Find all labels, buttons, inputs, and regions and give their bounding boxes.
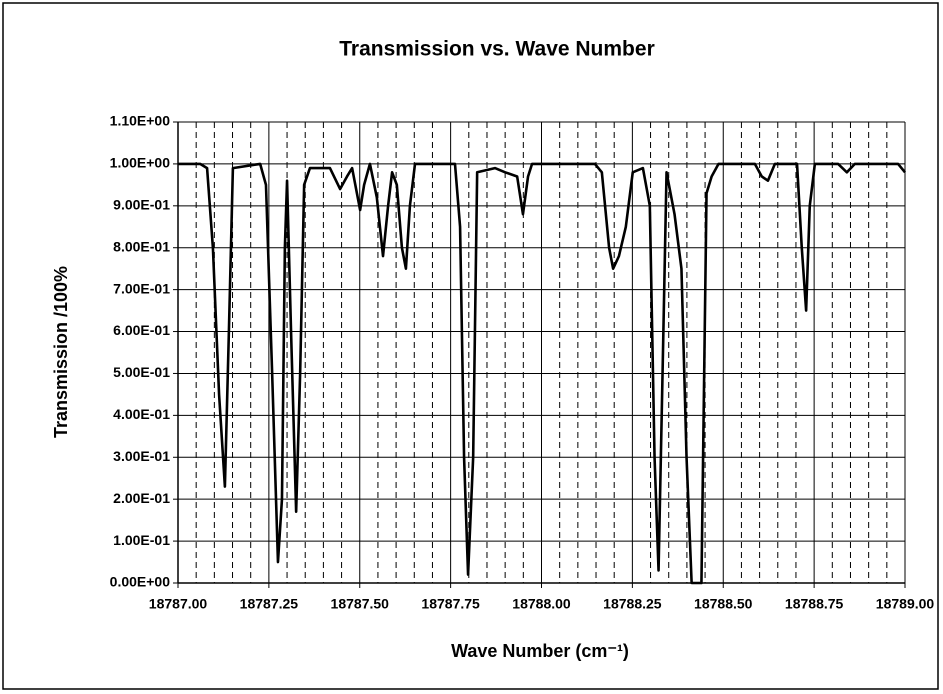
x-tick-label: 18787.75	[421, 596, 480, 612]
x-tick-label: 18788.00	[512, 596, 571, 612]
y-tick-label: 2.00E-01	[113, 490, 170, 506]
y-tick-label: 1.00E-01	[113, 532, 170, 548]
y-axis-title: Transmission /100%	[51, 266, 71, 438]
x-tick-label: 18787.00	[149, 596, 208, 612]
x-tick-label: 18787.50	[331, 596, 390, 612]
x-tick-label: 18788.75	[785, 596, 844, 612]
y-tick-label: 0.00E+00	[110, 574, 171, 590]
x-tick-label: 18787.25	[240, 596, 299, 612]
y-tick-label: 9.00E-01	[113, 197, 170, 213]
x-tick-label: 18788.50	[694, 596, 753, 612]
y-tick-label: 3.00E-01	[113, 448, 170, 464]
x-tick-label: 18789.00	[876, 596, 935, 612]
x-axis-title: Wave Number (cm⁻¹)	[451, 641, 629, 661]
y-tick-label: 7.00E-01	[113, 280, 170, 296]
y-tick-label: 6.00E-01	[113, 322, 170, 338]
y-tick-label: 4.00E-01	[113, 406, 170, 422]
y-tick-label: 8.00E-01	[113, 238, 170, 254]
y-tick-label: 1.10E+00	[110, 113, 171, 129]
line-series	[178, 162, 907, 585]
y-tick-label: 1.00E+00	[110, 155, 171, 171]
y-tick-label: 5.00E-01	[113, 364, 170, 380]
x-tick-label: 18788.25	[603, 596, 662, 612]
chart-title: Transmission vs. Wave Number	[339, 38, 655, 61]
